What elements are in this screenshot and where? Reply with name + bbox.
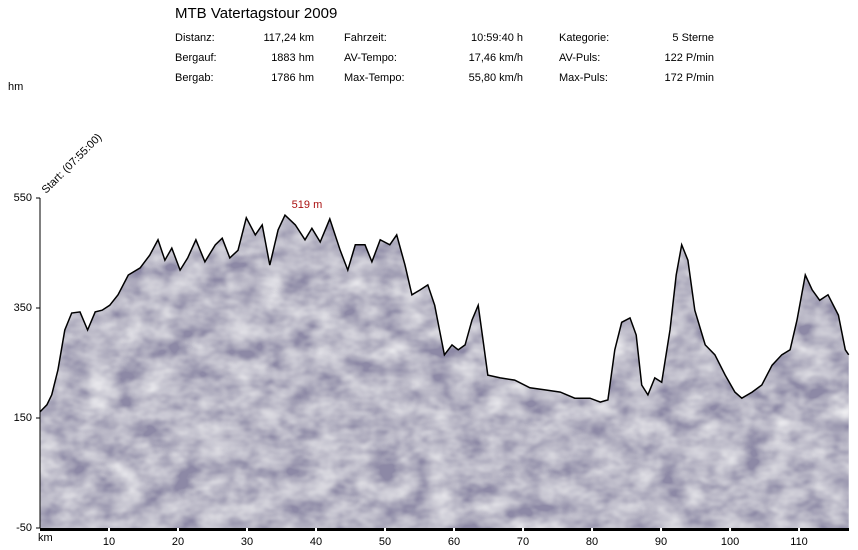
stat-text: 55,80 km/h <box>469 72 523 84</box>
y-tick-label: 150 <box>14 412 32 424</box>
stat-text: 1883 hm <box>271 52 314 64</box>
x-tick-label: 40 <box>310 536 322 548</box>
stat-text: Distanz: <box>175 32 215 44</box>
x-axis <box>40 528 849 531</box>
y-tick-label: -50 <box>16 522 32 534</box>
y-tick-label: 550 <box>14 192 32 204</box>
x-tick-label: 50 <box>379 536 391 548</box>
x-axis-label: km <box>38 532 53 544</box>
stat-text: 1786 hm <box>271 72 314 84</box>
y-tick-label: 350 <box>14 302 32 314</box>
chart-title: MTB Vatertagstour 2009 <box>175 5 337 22</box>
stat-text: 17,46 km/h <box>469 52 523 64</box>
x-tick-label: 110 <box>790 536 808 548</box>
stat-text: Kategorie: <box>559 32 609 44</box>
stat-text: Max-Puls: <box>559 72 608 84</box>
x-tick-label: 60 <box>448 536 460 548</box>
stat-text: Bergauf: <box>175 52 217 64</box>
x-tick-label: 90 <box>655 536 667 548</box>
x-tick-label: 10 <box>103 536 115 548</box>
stat-text: Fahrzeit: <box>344 32 387 44</box>
max-annotation: 519 m <box>292 199 323 211</box>
stat-text: 122 P/min <box>664 52 714 64</box>
x-tick-label: 20 <box>172 536 184 548</box>
x-tick-label: 70 <box>517 536 529 548</box>
line <box>39 213 850 413</box>
start-label: Start: (07:55:00) <box>40 131 105 196</box>
stat-text: 10:59:40 h <box>471 32 523 44</box>
stat-text: 117,24 km <box>263 32 314 44</box>
stat-text: 172 P/min <box>664 72 714 84</box>
y-axis-label: hm <box>8 81 23 93</box>
area <box>40 215 849 528</box>
stat-text: AV-Puls: <box>559 52 600 64</box>
stat-text: Bergab: <box>175 72 214 84</box>
x-tick-label: 100 <box>721 536 739 548</box>
stat-text: Max-Tempo: <box>344 72 405 84</box>
stat-text: AV-Tempo: <box>344 52 397 64</box>
x-tick-label: 30 <box>241 536 253 548</box>
x-tick-label: 80 <box>586 536 598 548</box>
stat-text: 5 Sterne <box>672 32 714 44</box>
